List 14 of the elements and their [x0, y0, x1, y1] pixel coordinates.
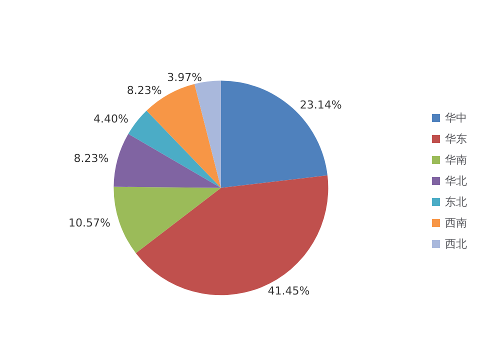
legend-label: 华东 [445, 132, 467, 146]
data-label: 41.45% [268, 284, 310, 298]
data-label: 8.23% [74, 152, 109, 165]
legend-label: 华南 [445, 154, 467, 166]
legend-label: 华北 [445, 174, 467, 188]
data-label: 4.40% [94, 112, 128, 126]
legend-label: 东北 [445, 196, 467, 208]
data-label: 8.23% [126, 84, 162, 98]
legend-label: 西南 [445, 216, 467, 230]
data-label: 3.97% [167, 71, 202, 84]
legend-label: 华中 [445, 112, 467, 124]
legend-label: 西北 [445, 238, 467, 250]
data-label: 10.57% [68, 216, 110, 230]
data-label: 23.14% [300, 98, 342, 112]
